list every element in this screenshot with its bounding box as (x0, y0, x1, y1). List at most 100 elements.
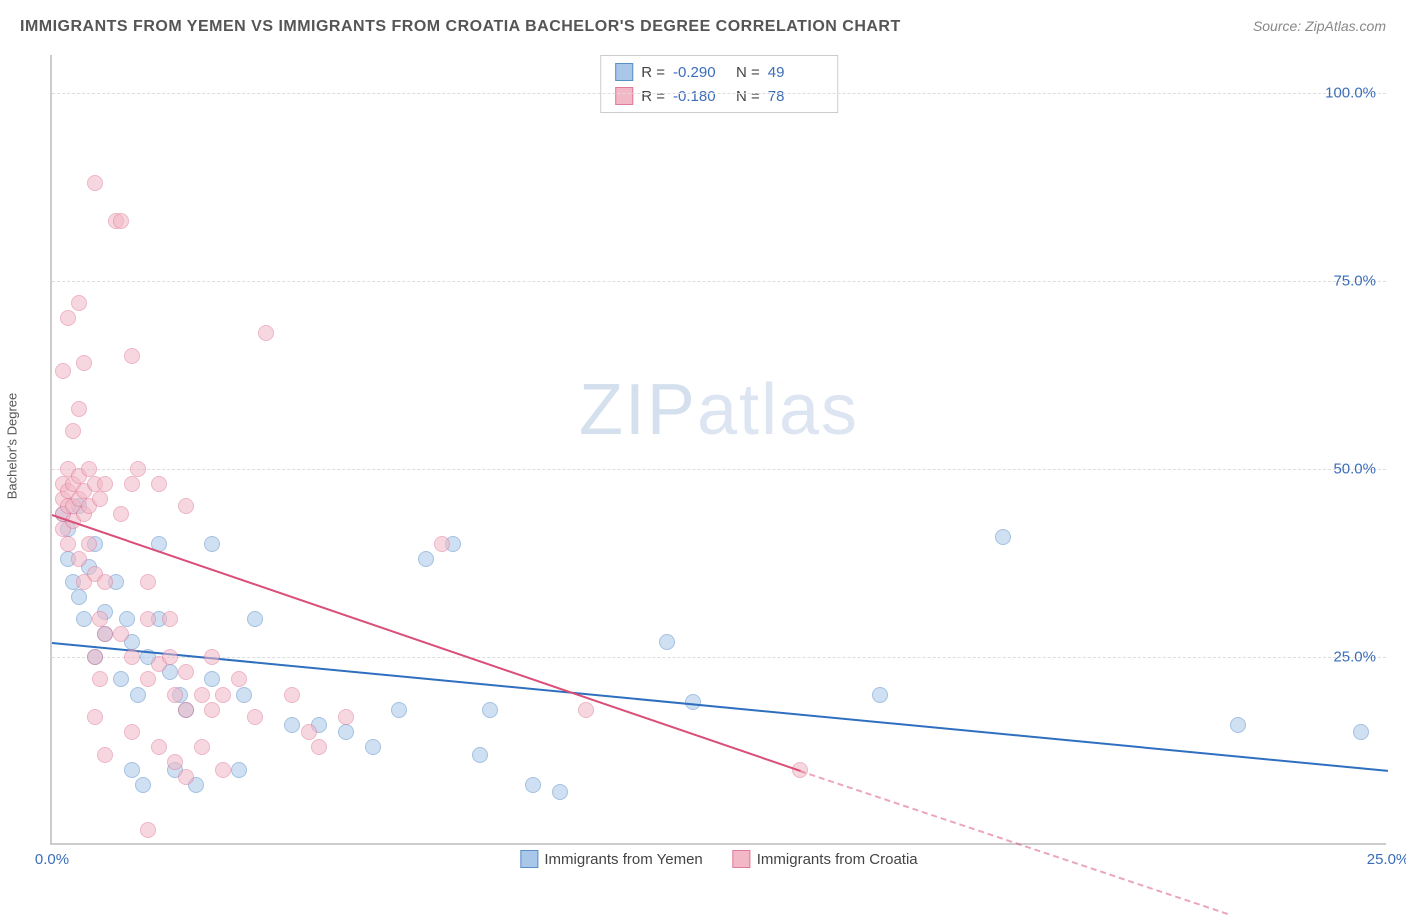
data-point (140, 574, 156, 590)
stats-row-1: R = -0.290 N = 49 (615, 60, 823, 84)
data-point (97, 626, 113, 642)
y-axis-label: Bachelor's Degree (5, 393, 20, 500)
stats-row-2: R = -0.180 N = 78 (615, 84, 823, 108)
data-point (472, 747, 488, 763)
data-point (178, 769, 194, 785)
data-point (365, 739, 381, 755)
r-value-2: -0.180 (673, 88, 728, 105)
chart-title: IMMIGRANTS FROM YEMEN VS IMMIGRANTS FROM… (20, 18, 901, 36)
data-point (113, 626, 129, 642)
data-point (81, 536, 97, 552)
gridline-h (52, 657, 1386, 658)
data-point (124, 476, 140, 492)
data-point (130, 687, 146, 703)
r-label-2: R = (641, 88, 665, 105)
data-point (55, 363, 71, 379)
data-point (113, 506, 129, 522)
bottom-legend: Immigrants from Yemen Immigrants from Cr… (520, 850, 917, 868)
data-point (1353, 724, 1369, 740)
data-point (178, 702, 194, 718)
data-point (552, 784, 568, 800)
data-point (97, 476, 113, 492)
data-point (130, 461, 146, 477)
data-point (284, 687, 300, 703)
data-point (391, 702, 407, 718)
data-point (578, 702, 594, 718)
data-point (204, 702, 220, 718)
data-point (71, 295, 87, 311)
gridline-h (52, 469, 1386, 470)
swatch-series1 (615, 63, 633, 81)
data-point (71, 401, 87, 417)
data-point (215, 762, 231, 778)
data-point (162, 611, 178, 627)
r-label-1: R = (641, 64, 665, 81)
data-point (284, 717, 300, 733)
watermark-zip: ZIP (579, 370, 697, 450)
y-tick-label: 25.0% (1333, 648, 1376, 665)
data-point (60, 310, 76, 326)
data-point (215, 687, 231, 703)
trend-line (800, 770, 1228, 915)
data-point (525, 777, 541, 793)
data-point (162, 649, 178, 665)
data-point (92, 491, 108, 507)
data-point (124, 762, 140, 778)
y-tick-label: 75.0% (1333, 272, 1376, 289)
data-point (258, 325, 274, 341)
gridline-h (52, 93, 1386, 94)
data-point (87, 709, 103, 725)
data-point (92, 611, 108, 627)
data-point (151, 739, 167, 755)
y-tick-label: 50.0% (1333, 460, 1376, 477)
data-point (434, 536, 450, 552)
data-point (124, 724, 140, 740)
data-point (236, 687, 252, 703)
data-point (482, 702, 498, 718)
data-point (247, 611, 263, 627)
x-tick-label: 0.0% (35, 851, 69, 868)
data-point (338, 724, 354, 740)
gridline-h (52, 281, 1386, 282)
legend-item-1: Immigrants from Yemen (520, 850, 702, 868)
data-point (872, 687, 888, 703)
data-point (338, 709, 354, 725)
data-point (140, 822, 156, 838)
data-point (124, 649, 140, 665)
data-point (92, 671, 108, 687)
data-point (119, 611, 135, 627)
data-point (60, 536, 76, 552)
watermark-atlas: atlas (697, 370, 859, 450)
y-tick-label: 100.0% (1325, 84, 1376, 101)
data-point (231, 762, 247, 778)
data-point (124, 348, 140, 364)
n-value-2: 78 (768, 88, 823, 105)
data-point (87, 175, 103, 191)
swatch-series2 (615, 87, 633, 105)
data-point (151, 476, 167, 492)
source-label: Source: ZipAtlas.com (1253, 18, 1386, 34)
n-label-2: N = (736, 88, 760, 105)
legend-swatch-1 (520, 850, 538, 868)
data-point (140, 611, 156, 627)
data-point (659, 634, 675, 650)
watermark: ZIPatlas (579, 369, 859, 451)
data-point (113, 671, 129, 687)
data-point (140, 671, 156, 687)
data-point (247, 709, 263, 725)
data-point (995, 529, 1011, 545)
data-point (65, 423, 81, 439)
data-point (178, 498, 194, 514)
data-point (81, 461, 97, 477)
data-point (71, 589, 87, 605)
plot-area: ZIPatlas R = -0.290 N = 49 R = -0.180 N … (50, 55, 1386, 845)
data-point (97, 574, 113, 590)
data-point (231, 671, 247, 687)
r-value-1: -0.290 (673, 64, 728, 81)
n-label-1: N = (736, 64, 760, 81)
data-point (311, 739, 327, 755)
data-point (204, 649, 220, 665)
data-point (418, 551, 434, 567)
legend-label-2: Immigrants from Croatia (757, 851, 918, 868)
data-point (87, 649, 103, 665)
